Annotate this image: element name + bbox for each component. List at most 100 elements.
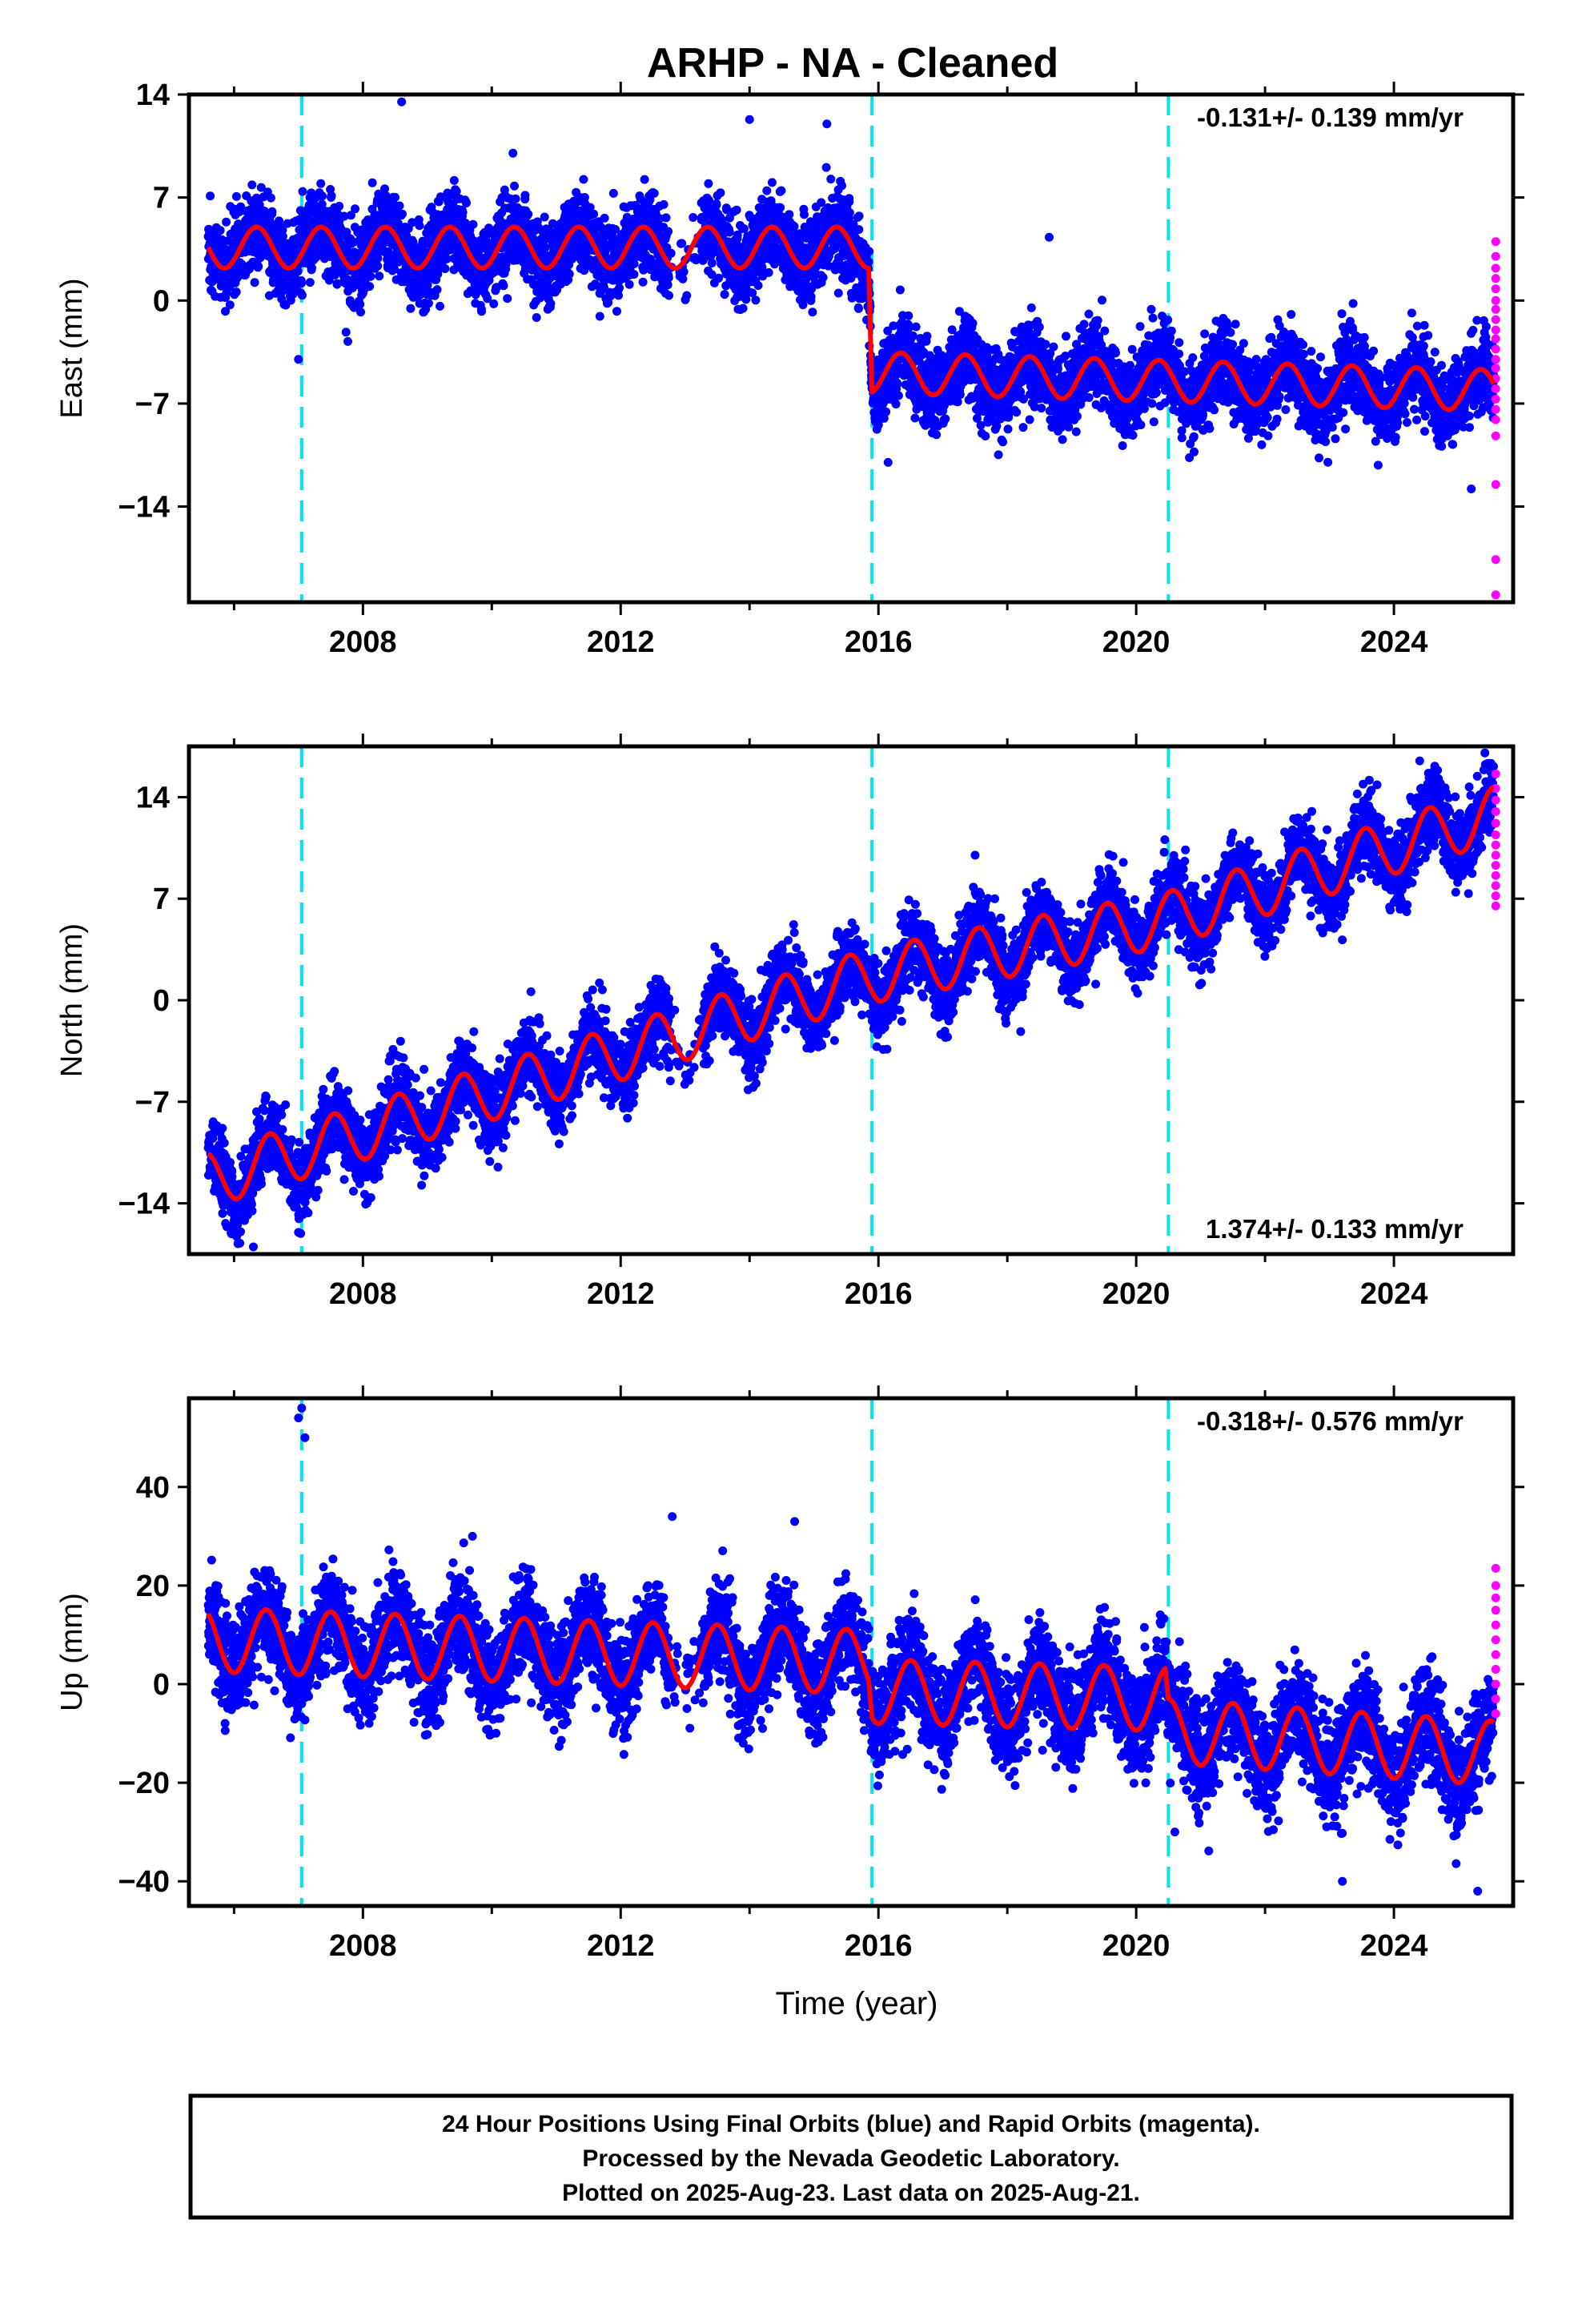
east-final-point [524,210,533,219]
east-final-point [462,199,471,207]
east-final-point [1111,348,1120,358]
east-final-point [806,292,816,301]
east-final-point [327,191,336,200]
east-final-point [800,210,809,219]
east-final-point [893,391,903,400]
east-final-point [250,278,259,287]
east-final-point [380,184,389,194]
east-final-point [1100,326,1110,336]
east-final-point [375,271,384,281]
east-final-point [895,285,905,295]
east-final-point [941,414,950,424]
east-final-point [968,319,978,328]
east-final-point [356,308,365,317]
east-final-point [837,181,846,191]
east-final-point [318,191,327,201]
east-final-point [298,187,307,196]
east-final-point [981,432,990,440]
east-final-point [540,212,549,222]
east-final-point [600,213,609,223]
east-final-point [458,207,468,217]
east-final-point [589,209,599,219]
east-final-point [231,287,241,297]
east-final-point [789,222,799,231]
east-final-point [1062,332,1070,341]
east-final-point [845,208,854,218]
east-final-point [206,191,215,201]
east-final-point [1037,404,1046,413]
east-final-point [1058,435,1067,444]
east-final-point [854,211,864,221]
east-final-point [440,264,450,273]
east-final-point [367,178,377,187]
east-final-point [1071,427,1081,436]
east-final-point [293,267,303,276]
east-final-point [256,183,266,192]
east-final-point [833,288,843,298]
east-final-point [712,200,721,210]
east-final-point [762,186,772,195]
east-final-point [424,299,433,308]
east-final-point [881,407,891,416]
east-final-point [853,304,863,313]
east-final-point [349,237,359,247]
figure-title: ARHP - NA - Cleaned [647,40,1058,86]
east-final-point [221,307,230,316]
east-final-point [776,203,785,212]
east-final-point [725,227,734,237]
east-final-point [254,262,263,271]
east-final-point [564,269,574,279]
east-final-point [720,290,729,300]
east-final-point [317,199,327,209]
east-final-point [826,175,836,184]
east-final-point [808,308,817,317]
east-final-point [231,191,241,201]
east-final-point [324,275,334,285]
east-final-point [608,188,618,198]
east-final-point [343,336,352,346]
east-final-point [1079,320,1089,329]
east-final-point [391,192,400,202]
east-final-point [1034,322,1044,332]
east-final-point [415,221,424,231]
east-final-point [682,291,692,300]
east-final-point [1098,296,1106,305]
east-final-point [316,179,326,188]
east-final-point [732,205,741,215]
east-final-point [532,313,541,322]
east-final-point [341,328,351,337]
east-final-point [891,400,901,409]
east-final-point [503,294,512,304]
east-final-point [406,304,416,313]
east-final-point [911,322,921,332]
east-final-point [508,148,518,158]
east-final-point [1012,408,1022,417]
east-final-point [395,201,404,211]
east-final-point [624,279,634,289]
east-final-point [1064,422,1074,432]
east-final-point [335,202,344,211]
east-final-point [432,285,442,295]
east-final-point [854,225,864,235]
east-final-point [546,299,556,308]
east-final-point [904,311,913,320]
east-final-point [767,178,777,187]
east-final-point [222,217,231,227]
east-final-point [339,211,349,221]
east-final-point [266,193,275,203]
east-final-point [865,247,874,256]
east-final-point [612,307,621,316]
east-final-point [714,273,724,283]
east-final-point [932,430,942,440]
east-final-point [215,226,225,235]
east-final-point [398,209,407,219]
east-final-point [373,261,383,271]
east-final-point [777,186,786,195]
east-final-point [753,281,763,290]
east-final-point [677,239,687,248]
east-final-point [638,277,648,287]
east-final-point [659,199,669,209]
east-final-point [821,163,831,172]
east-final-point [374,189,383,199]
